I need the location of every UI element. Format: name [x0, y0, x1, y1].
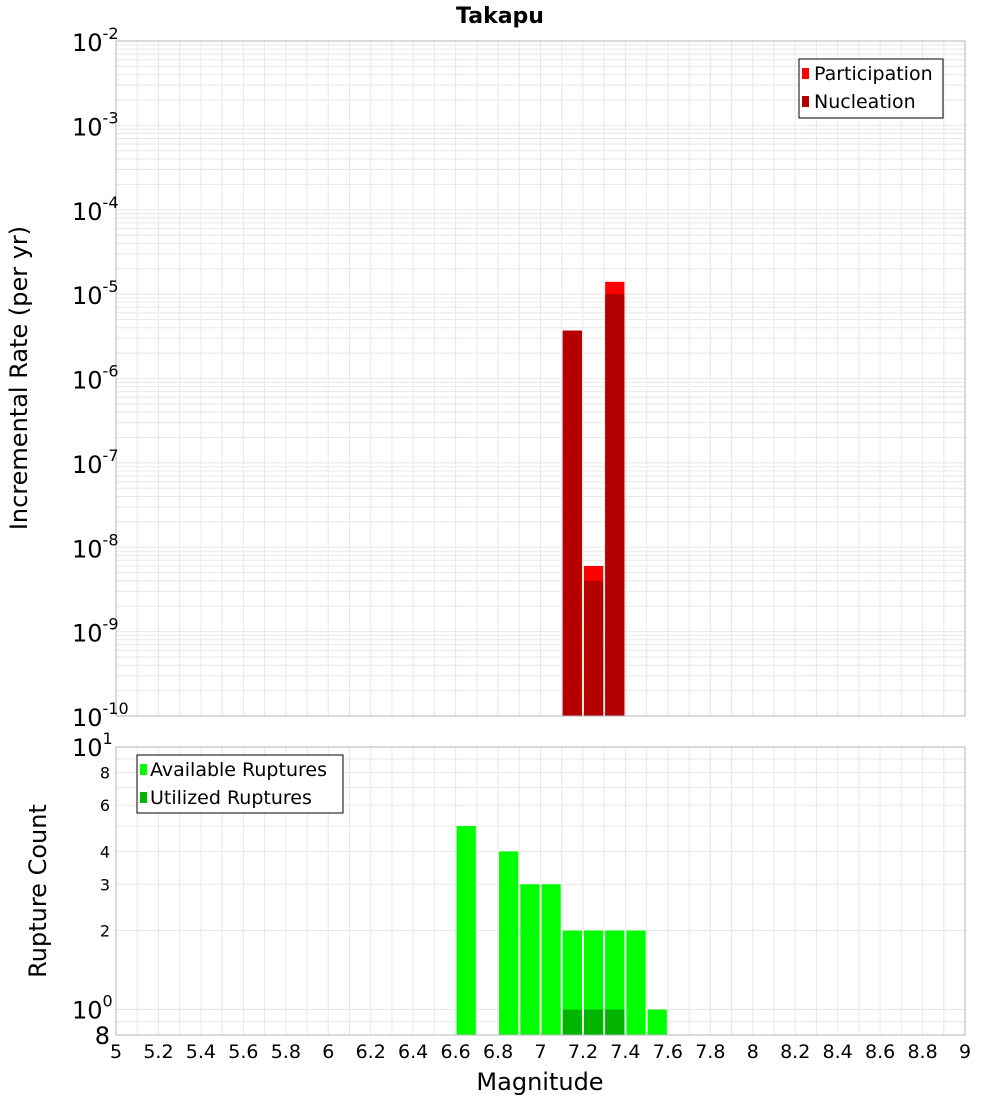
available-ruptures-bar	[562, 930, 582, 1035]
rate-gridlines	[115, 41, 966, 717]
nucleation-bar	[605, 294, 625, 716]
count-y-tick-label: 8	[95, 1022, 110, 1050]
x-tick-label: 8.2	[780, 1041, 810, 1063]
rate-y-tick-label: 10-7	[72, 446, 119, 479]
rate-panel: 10-2 10-3 10-4 10-5 10-6 10-7 10-8 10-9 10-10 In…	[5, 24, 966, 732]
available-ruptures-bar	[456, 826, 476, 1035]
available-ruptures-bar	[499, 851, 519, 1035]
available-ruptures-bar	[583, 930, 604, 1035]
rate-y-tick-label: 10-3	[72, 108, 119, 141]
count-bars	[456, 826, 667, 1035]
x-tick-label: 8.6	[865, 1041, 895, 1063]
x-tick-labels: 5 5.2 5.4 5.6 5.8 6 6.2 6.4 6.6 6.8 7 7.2 7.4 7.6 7.8 8…	[110, 1041, 971, 1063]
x-tick-label: 5.2	[143, 1041, 173, 1063]
x-tick-label: 7	[534, 1041, 546, 1063]
x-tick-label: 7.8	[695, 1041, 725, 1063]
utilized-ruptures-bar	[605, 1009, 625, 1035]
rate-legend: Participation Nucleation	[798, 58, 944, 119]
utilized-ruptures-bar	[562, 1009, 582, 1035]
utilized-ruptures-legend-swatch	[140, 792, 147, 803]
x-tick-label: 7.4	[610, 1041, 640, 1063]
chart-title: Takapu	[456, 4, 544, 29]
x-tick-label: 5	[110, 1041, 122, 1063]
count-y-tick-label: 3	[100, 875, 110, 894]
x-tick-label: 6	[322, 1041, 334, 1063]
available-ruptures-bar	[647, 1009, 667, 1035]
rate-legend-box	[798, 58, 944, 119]
participation-legend-swatch	[802, 68, 809, 79]
x-tick-label: 6.4	[398, 1041, 428, 1063]
nucleation-legend-swatch	[802, 96, 809, 107]
count-y-tick-label: 100	[72, 992, 113, 1025]
x-tick-label: 8.4	[823, 1041, 853, 1063]
rate-y-axis-label: Incremental Rate (per yr)	[5, 226, 33, 530]
x-tick-label: 8.8	[907, 1041, 937, 1063]
rate-y-tick-label: 10-5	[72, 277, 119, 310]
rate-y-tick-label: 10-9	[72, 615, 119, 648]
available-ruptures-legend-swatch	[140, 764, 147, 775]
count-y-tick-label: 6	[100, 796, 110, 815]
x-tick-label: 9	[959, 1041, 971, 1063]
available-ruptures-bar	[541, 884, 561, 1035]
rate-y-tick-label: 10-6	[72, 362, 119, 395]
rate-y-tick-label: 10-8	[72, 530, 119, 563]
nucleation-bar	[583, 580, 604, 716]
rate-y-tick-label: 10-2	[72, 24, 119, 57]
count-y-tick-label: 101	[72, 729, 113, 762]
utilized-ruptures-bar	[583, 1009, 604, 1035]
x-axis-label: Magnitude	[476, 1068, 603, 1096]
x-tick-label: 6.8	[483, 1041, 513, 1063]
available-ruptures-bar	[605, 930, 625, 1035]
count-y-axis-label: Rupture Count	[24, 804, 52, 978]
count-y-tick-label: 4	[100, 842, 110, 861]
rate-plot-frame	[115, 40, 966, 717]
x-tick-label: 5.4	[186, 1041, 216, 1063]
x-tick-label: 7.2	[568, 1041, 598, 1063]
utilized-ruptures-legend-label: Utilized Ruptures	[150, 787, 312, 809]
rate-bars	[562, 281, 625, 716]
nucleation-bar	[562, 330, 582, 716]
participation-legend-label: Participation	[814, 63, 933, 85]
nucleation-legend-label: Nucleation	[814, 91, 916, 113]
x-tick-label: 6.2	[356, 1041, 386, 1063]
available-ruptures-legend-label: Available Ruptures	[150, 759, 327, 781]
rate-y-tick-label: 10-4	[72, 193, 119, 226]
count-legend-box	[136, 754, 344, 814]
rate-y-tick-labels: 10-2 10-3 10-4 10-5 10-6 10-7 10-8 10-9 10-10	[72, 24, 129, 732]
x-tick-label: 7.6	[653, 1041, 683, 1063]
x-tick-label: 5.6	[228, 1041, 258, 1063]
count-plot-frame	[115, 746, 966, 1036]
count-y-tick-label: 8	[100, 763, 110, 782]
available-ruptures-bar	[626, 930, 646, 1035]
rate-y-tick-label: 10-10	[72, 699, 129, 732]
x-tick-label: 5.8	[271, 1041, 301, 1063]
count-legend: Available Ruptures Utilized Ruptures	[136, 754, 344, 814]
count-y-tick-label: 2	[100, 922, 110, 941]
x-tick-label: 8	[747, 1041, 759, 1063]
x-tick-label: 6.6	[440, 1041, 470, 1063]
available-ruptures-bar	[520, 884, 540, 1035]
